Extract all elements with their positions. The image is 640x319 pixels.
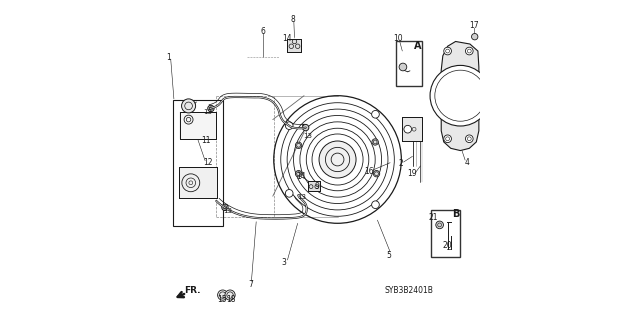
Bar	[308, 181, 320, 191]
Bar	[179, 167, 217, 198]
Text: 14: 14	[283, 34, 292, 43]
Text: 16: 16	[365, 167, 374, 176]
Circle shape	[372, 110, 380, 118]
Bar	[179, 167, 217, 198]
Circle shape	[372, 201, 380, 209]
Text: 21: 21	[429, 213, 438, 222]
Text: SYB3B2401B: SYB3B2401B	[385, 286, 434, 295]
Bar	[431, 210, 460, 257]
Text: 13: 13	[223, 208, 232, 214]
Text: 6: 6	[260, 27, 265, 36]
Text: 11: 11	[201, 137, 211, 145]
Bar	[287, 39, 301, 52]
Circle shape	[225, 290, 235, 300]
Text: A: A	[413, 41, 421, 51]
Text: 8: 8	[291, 15, 295, 24]
Text: FR.: FR.	[184, 286, 201, 295]
Text: 3: 3	[282, 258, 287, 267]
Circle shape	[208, 105, 214, 112]
Circle shape	[218, 290, 228, 300]
Text: 13: 13	[204, 109, 212, 115]
Bar	[173, 100, 223, 226]
Bar	[403, 117, 422, 141]
Text: 9: 9	[314, 182, 319, 191]
Text: 15: 15	[217, 295, 227, 304]
Bar	[180, 112, 216, 139]
Circle shape	[303, 124, 309, 131]
Circle shape	[296, 142, 302, 149]
Text: 17: 17	[469, 21, 479, 30]
Circle shape	[221, 204, 228, 211]
Circle shape	[465, 47, 473, 55]
Circle shape	[472, 33, 478, 40]
Circle shape	[399, 63, 407, 71]
Circle shape	[465, 135, 473, 143]
Bar	[403, 117, 422, 141]
Text: 19: 19	[408, 169, 417, 178]
Text: 14: 14	[296, 172, 306, 181]
Circle shape	[372, 139, 378, 145]
Text: 18: 18	[226, 295, 236, 304]
Text: 7: 7	[248, 280, 253, 289]
Circle shape	[430, 65, 491, 126]
Polygon shape	[441, 41, 479, 151]
Circle shape	[373, 170, 380, 177]
Text: 2: 2	[399, 159, 404, 168]
Text: 10: 10	[394, 34, 403, 43]
Circle shape	[444, 135, 451, 143]
Bar	[308, 181, 320, 191]
Text: 4: 4	[464, 158, 469, 167]
Text: B: B	[452, 209, 460, 219]
Text: 20: 20	[442, 241, 452, 250]
Text: 12: 12	[203, 158, 212, 167]
Circle shape	[319, 141, 356, 178]
Bar	[287, 39, 301, 52]
Bar	[396, 41, 422, 86]
Text: 5: 5	[386, 251, 391, 260]
Circle shape	[444, 47, 451, 55]
Text: 13: 13	[303, 133, 312, 138]
Text: 1: 1	[166, 53, 171, 62]
Circle shape	[285, 189, 293, 197]
Circle shape	[182, 99, 196, 113]
Bar	[180, 112, 216, 139]
Circle shape	[296, 170, 302, 177]
Circle shape	[285, 122, 293, 130]
Circle shape	[436, 221, 444, 229]
Circle shape	[404, 125, 412, 133]
Text: 13: 13	[297, 194, 306, 200]
